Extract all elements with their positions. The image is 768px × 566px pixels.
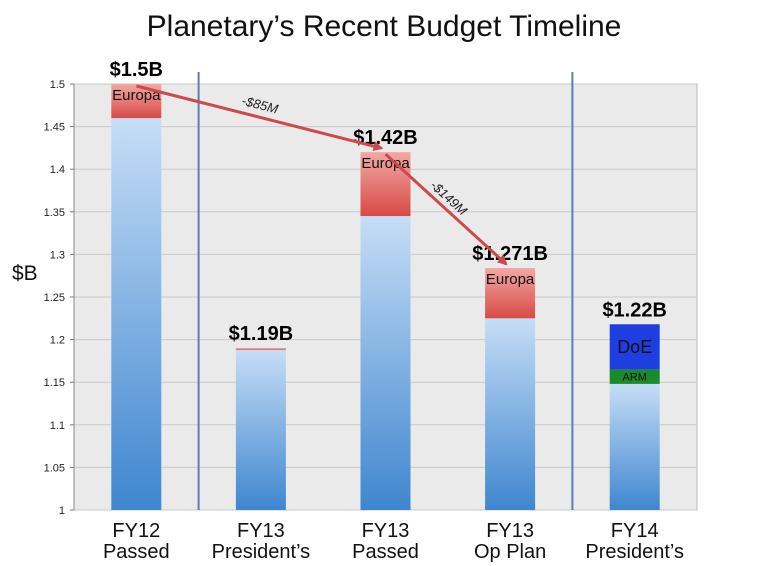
y-tick-label: 1.3 (50, 249, 65, 261)
y-tick-label: 1.2 (50, 335, 65, 347)
x-category-label: President’s (585, 541, 684, 563)
bar-segment (609, 324, 660, 370)
x-category-label: FY13 (362, 520, 410, 542)
segment-label: Europa (361, 155, 410, 172)
x-category-label: FY12 (112, 520, 160, 542)
y-tick-label: 1.4 (50, 164, 65, 176)
bar-segment (360, 216, 411, 510)
y-tick-label: 1.45 (44, 122, 65, 134)
segment-label: Europa (486, 271, 535, 288)
y-tick-label: 1.15 (44, 377, 65, 389)
chart-title: Planetary’s Recent Budget Timeline (146, 10, 622, 43)
bar-total-label: $1.42B (353, 127, 418, 149)
x-category-label: Op Plan (474, 541, 546, 563)
bar-segment (235, 349, 286, 510)
x-category-label: Passed (352, 541, 419, 563)
bar-segment (609, 369, 660, 384)
segment-label: DoE (617, 337, 652, 357)
bar-segment (485, 268, 536, 319)
change-arrow (135, 84, 384, 152)
bar-total-label: $1.5B (110, 59, 163, 81)
y-tick-label: 1.5 (50, 79, 65, 91)
segment-label: ARM (622, 372, 646, 384)
y-tick-label: 1.05 (44, 462, 65, 474)
y-axis-label: $B (12, 262, 38, 285)
x-category-label: FY13 (237, 520, 285, 542)
x-category-label: President’s (212, 541, 311, 563)
segment-label: Europa (112, 87, 161, 104)
x-category-label: FY13 (486, 520, 534, 542)
y-tick-label: 1.1 (50, 420, 65, 432)
y-tick-label: 1 (59, 505, 65, 517)
bar-segment (485, 318, 536, 510)
bar-total-label: $1.271B (472, 243, 548, 265)
bar-segment (360, 152, 411, 217)
x-category-label: Passed (103, 541, 170, 563)
y-tick-label: 1.35 (44, 207, 65, 219)
y-tick-label: 1.25 (44, 292, 65, 304)
x-category-label: FY14 (611, 520, 659, 542)
bar-total-label: $1.22B (602, 299, 667, 321)
bar-total-label: $1.19B (229, 323, 294, 345)
bar-segment (111, 118, 162, 510)
change-arrow (384, 153, 508, 266)
bar-segment (235, 348, 286, 350)
bar-segment (609, 383, 660, 510)
